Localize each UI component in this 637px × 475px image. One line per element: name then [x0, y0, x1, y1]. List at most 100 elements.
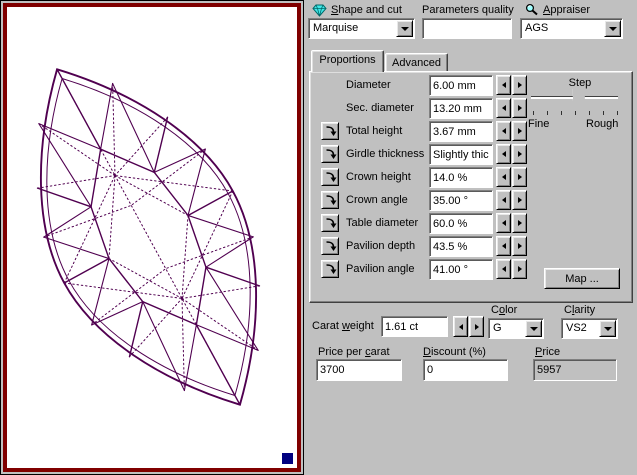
appraiser-select-arrow[interactable]: [604, 20, 621, 37]
discount-field: [423, 359, 508, 381]
spin-right-button[interactable]: [512, 236, 527, 256]
arrow-right-icon: [517, 82, 522, 88]
spin-left-button[interactable]: [496, 213, 511, 233]
param-input[interactable]: [433, 216, 490, 231]
arrow-right-icon: [517, 128, 522, 134]
parameters-quality-label: Parameters quality: [422, 4, 514, 16]
step-slider-thumb[interactable]: [572, 89, 585, 107]
arrow-right-icon: [474, 323, 479, 330]
diamond-viewer: [0, 0, 304, 475]
carat-weight-label: Carat weight: [312, 320, 374, 332]
spin-left-button[interactable]: [496, 190, 511, 210]
param-label: Crown height: [346, 171, 411, 183]
link-toggle-button[interactable]: [321, 214, 339, 232]
arrow-left-icon: [501, 197, 506, 203]
clarity-select-arrow[interactable]: [599, 320, 616, 337]
param-input[interactable]: [433, 78, 490, 93]
chevron-down-icon: [529, 326, 538, 331]
param-input[interactable]: [433, 193, 490, 208]
spin-left-button[interactable]: [496, 167, 511, 187]
param-input[interactable]: [433, 147, 490, 162]
discount-input[interactable]: [427, 362, 505, 378]
spin-left-button[interactable]: [496, 259, 511, 279]
param-input[interactable]: [433, 170, 490, 185]
param-input[interactable]: [433, 239, 490, 254]
link-arrow-icon: [326, 172, 337, 182]
param-input[interactable]: [433, 262, 490, 277]
appraiser-select[interactable]: AGS: [520, 18, 623, 39]
arrow-left-icon: [458, 323, 463, 330]
step-label: Step: [568, 77, 592, 89]
carat-weight-input[interactable]: [385, 319, 445, 334]
arrow-left-icon: [501, 82, 506, 88]
spin-right-button[interactable]: [512, 121, 527, 141]
spin-right-button[interactable]: [512, 98, 527, 118]
arrow-right-icon: [517, 105, 522, 111]
map-button[interactable]: Map ...: [544, 268, 620, 289]
carat-spin-right-button[interactable]: [469, 316, 484, 337]
link-arrow-icon: [326, 218, 337, 228]
carat-spin-left-button[interactable]: [453, 316, 468, 337]
link-arrow-icon: [326, 126, 337, 136]
appraiser-label: Appraiser: [543, 4, 591, 16]
price-per-carat-label: Price per carat: [318, 346, 390, 358]
clarity-select[interactable]: VS2: [561, 318, 618, 339]
spin-left-button[interactable]: [496, 121, 511, 141]
tab-advanced[interactable]: Advanced: [385, 53, 448, 72]
arrow-right-icon: [517, 243, 522, 249]
link-toggle-button[interactable]: [321, 122, 339, 140]
spin-right-button[interactable]: [512, 213, 527, 233]
discount-label: Discount (%): [423, 346, 486, 358]
chevron-down-icon: [603, 326, 612, 331]
chevron-down-icon: [400, 26, 409, 31]
param-label: Total height: [346, 125, 403, 137]
shape-select-arrow[interactable]: [396, 20, 413, 37]
arrow-right-icon: [517, 266, 522, 272]
arrow-right-icon: [517, 220, 522, 226]
link-toggle-button[interactable]: [321, 168, 339, 186]
spin-left-button[interactable]: [496, 144, 511, 164]
view-resize-handle[interactable]: [282, 453, 293, 464]
spin-left-button[interactable]: [496, 75, 511, 95]
price-label: Price: [535, 346, 561, 358]
shape-select[interactable]: Marquise: [308, 18, 415, 39]
price-field: [533, 359, 617, 381]
param-field: [429, 190, 493, 211]
link-toggle-button[interactable]: [321, 191, 339, 209]
color-select[interactable]: G: [488, 318, 544, 339]
param-field: [429, 167, 493, 188]
step-slider[interactable]: [531, 89, 618, 119]
arrow-left-icon: [501, 105, 506, 111]
gem-icon: [312, 4, 327, 17]
spin-left-button[interactable]: [496, 98, 511, 118]
link-toggle-button[interactable]: [321, 260, 339, 278]
spin-right-button[interactable]: [512, 259, 527, 279]
parameters-quality-input[interactable]: [426, 21, 509, 36]
price-per-carat-input[interactable]: [320, 362, 399, 378]
param-input[interactable]: [433, 101, 490, 116]
param-field: [429, 236, 493, 257]
spin-right-button[interactable]: [512, 144, 527, 164]
spin-left-button[interactable]: [496, 236, 511, 256]
param-label: Diameter: [346, 79, 391, 91]
link-toggle-button[interactable]: [321, 145, 339, 163]
spin-right-button[interactable]: [512, 190, 527, 210]
param-label: Crown angle: [346, 194, 408, 206]
shape-and-cut-label: Shape and cut: [331, 4, 402, 16]
color-select-arrow[interactable]: [525, 320, 542, 337]
param-input[interactable]: [433, 124, 490, 139]
param-field: [429, 121, 493, 142]
spin-right-button[interactable]: [512, 75, 527, 95]
arrow-right-icon: [517, 151, 522, 157]
arrow-left-icon: [501, 243, 506, 249]
price-output: [537, 362, 614, 378]
price-per-carat-field: [316, 359, 402, 381]
proportions-page: Diameter Sec. diameter Total height Gird…: [309, 71, 633, 303]
link-arrow-icon: [326, 264, 337, 274]
diamond-canvas[interactable]: [3, 3, 301, 472]
link-toggle-button[interactable]: [321, 237, 339, 255]
spin-right-button[interactable]: [512, 167, 527, 187]
link-arrow-icon: [326, 149, 337, 159]
tab-proportions[interactable]: Proportions: [311, 50, 384, 72]
param-field: [429, 75, 493, 96]
